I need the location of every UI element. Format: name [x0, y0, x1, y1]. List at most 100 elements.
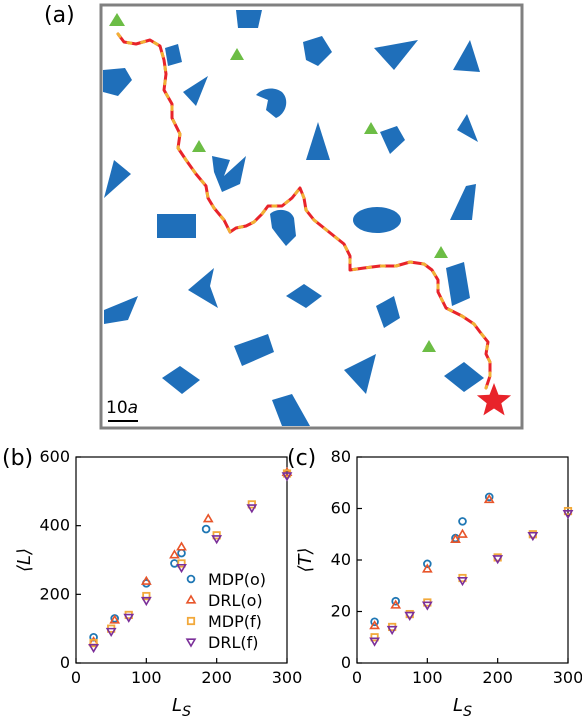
green-triangle — [364, 122, 378, 134]
legend-marker — [186, 574, 196, 584]
obstacle-shape — [444, 362, 484, 392]
chart-c-x-tick-label: 0 — [352, 668, 362, 687]
chart-b-x-tick-label: 0 — [71, 668, 81, 687]
svg-text:10a: 10a — [106, 398, 138, 418]
obstacle-shape — [183, 76, 208, 106]
chart-c-point — [457, 577, 468, 587]
chart-c-y-tick-label: 0 — [341, 653, 351, 672]
chart-b-point — [177, 559, 186, 568]
chart-c-point — [370, 633, 379, 642]
chart-c-y-tick-label: 20 — [331, 602, 351, 621]
chart-c-x-tick-label: 200 — [482, 668, 513, 687]
chart-c-point — [484, 492, 494, 502]
obstacle-shape — [212, 156, 246, 192]
chart-c-y-tick-label: 60 — [331, 499, 351, 518]
chart-b-series-DRL(o) — [88, 466, 293, 646]
legend-item: DRL(o) — [185, 591, 263, 610]
chart-b-y-tick-label: 0 — [60, 653, 70, 672]
triangles — [109, 13, 448, 352]
obstacle-shape — [353, 207, 401, 233]
chart-b-point — [202, 513, 214, 523]
obstacle-shape — [165, 44, 182, 66]
chart-b-axes-frame — [75, 456, 288, 664]
chart-b-point — [177, 548, 186, 558]
chart-b-point — [109, 614, 121, 624]
scale-bar-value: 10 — [106, 398, 128, 418]
chart-c-x-tick-label: 300 — [553, 668, 582, 687]
obstacle-shape — [104, 296, 138, 324]
chart-c-series-MDP(o) — [370, 492, 494, 627]
green-triangle — [230, 48, 244, 60]
panel-b-label: (b) — [2, 446, 33, 471]
obstacle-shape — [236, 10, 262, 28]
chart-c-point — [390, 599, 402, 609]
obstacle-shape — [446, 262, 470, 306]
chart-b-point — [142, 591, 151, 601]
legend-label: MDP(o) — [208, 570, 266, 589]
chart-c-point — [421, 563, 433, 573]
obstacle-shape — [303, 36, 332, 66]
legend-item: MDP(o) — [186, 570, 266, 589]
chart-b: 0 100 200 300 0 200 400 600 LS ⟨L⟩ — [14, 447, 302, 720]
chart-b-point — [211, 535, 223, 545]
legend-label: DRL(o) — [208, 591, 263, 610]
legend-marker — [186, 616, 196, 626]
obstacle-shape — [450, 184, 476, 220]
obstacle-shape — [104, 160, 131, 198]
obstacle-shape — [380, 126, 405, 154]
chart-b-x-tick-label: 200 — [201, 668, 232, 687]
chart-c-series-DRL(o) — [369, 493, 495, 630]
panel-a-label: (a) — [44, 3, 75, 28]
obstacle-shape — [306, 122, 330, 160]
legend: MDP(o) DRL(o) MDP(f) DRL(f) — [185, 570, 266, 652]
chart-b-point — [140, 575, 152, 585]
chart-b-point — [123, 613, 135, 623]
chart-b-point — [89, 638, 98, 648]
chart-c-point — [483, 493, 495, 504]
obstacle-shape — [457, 114, 478, 142]
green-triangle — [109, 13, 125, 26]
chart-b-point — [88, 643, 99, 654]
scale-bar-unit: a — [128, 398, 138, 418]
chart-c-x-tick-label: 100 — [412, 668, 443, 687]
chart-c-point — [527, 531, 539, 542]
chart-c-point — [404, 611, 416, 621]
chart-c-axes-frame — [356, 456, 569, 664]
chart-c-point — [421, 601, 433, 611]
panel-c-label: (c) — [287, 446, 316, 471]
chart-b-point — [201, 524, 211, 534]
legend-label: DRL(f) — [208, 633, 258, 652]
chart-c-y-axis-label: ⟨T⟩ — [295, 547, 316, 572]
chart-c-y-tick-label: 40 — [331, 550, 351, 569]
chart-c-point — [370, 617, 379, 627]
scale-bar: 10a — [106, 398, 138, 422]
chart-c-x-axis-label: LS — [453, 695, 472, 720]
chart-b-point — [176, 563, 187, 574]
chart-b-x-axis-label: LS — [172, 695, 191, 720]
obstacle-shape — [162, 366, 200, 394]
chart-b-point — [105, 627, 117, 637]
panel-a-map: 10a — [99, 3, 524, 430]
chart-b-x-tick-label: 300 — [272, 668, 303, 687]
chart-b-point — [140, 596, 152, 607]
legend-label: MDP(f) — [208, 612, 262, 631]
chart-b-point — [281, 472, 293, 482]
chart-c-point — [386, 625, 398, 636]
obstacle-shape — [103, 68, 132, 96]
obstacle-shape — [453, 40, 480, 72]
chart-c-point — [369, 620, 380, 630]
legend-marker — [185, 638, 197, 648]
green-triangle — [434, 246, 448, 258]
obstacle-shape — [234, 334, 274, 366]
chart-b-point — [169, 549, 180, 559]
chart-b-y-tick-label: 400 — [39, 516, 70, 535]
chart-b-point — [281, 466, 293, 477]
chart-b-y-tick-label: 600 — [39, 447, 70, 466]
obstacle-shape — [286, 284, 322, 308]
chart-c-series-DRL(f) — [369, 510, 574, 647]
obstacle-shape — [344, 354, 376, 394]
obstacle-shape — [272, 394, 310, 426]
chart-c-point — [562, 510, 574, 520]
chart-c-point — [457, 528, 468, 538]
